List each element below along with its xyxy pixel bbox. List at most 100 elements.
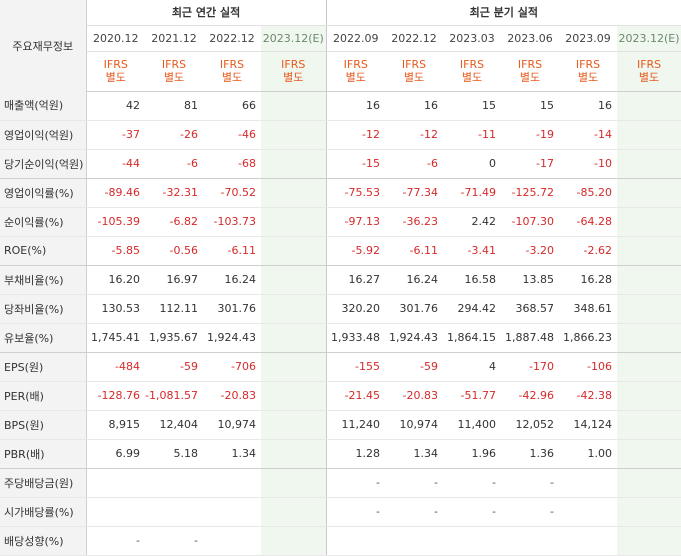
table-cell: 16.28	[559, 265, 618, 295]
standard-line1: IFRS	[575, 58, 601, 71]
quarterly-results-header: 최근 분기 실적	[325, 0, 681, 26]
table-cell: 15	[501, 91, 560, 121]
table-cell	[261, 497, 327, 527]
table-cell: -20.83	[385, 381, 444, 411]
row-label: EPS(원)	[0, 352, 87, 382]
table-cell: -	[385, 497, 444, 527]
table-cell: 16.58	[443, 265, 502, 295]
table-cell	[617, 91, 681, 121]
table-cell: -85.20	[559, 178, 618, 208]
accounting-standard-label: IFRS 별도	[443, 51, 502, 92]
table-cell	[559, 497, 618, 527]
table-cell: -46	[203, 120, 261, 150]
annual-results-header: 최근 연간 실적	[86, 0, 327, 26]
table-row: 당좌비율(%) 130.53 112.11 301.76 320.20 301.76 294…	[0, 294, 681, 324]
table-cell	[261, 236, 327, 266]
table-cell: 4	[443, 352, 502, 382]
table-cell	[617, 410, 681, 440]
table-cell: 1,745.41	[86, 323, 145, 353]
table-cell	[261, 120, 327, 150]
table-cell	[617, 178, 681, 208]
table-cell: -	[443, 468, 502, 498]
table-cell	[617, 294, 681, 324]
table-cell: -17	[501, 149, 560, 179]
standard-line1: IFRS	[281, 58, 306, 71]
table-cell: -	[325, 468, 386, 498]
row-label: 매출액(억원)	[0, 91, 87, 121]
standard-line2: 별도	[461, 71, 483, 84]
table-cell: 16.20	[86, 265, 145, 295]
standard-line1: IFRS	[161, 58, 187, 71]
table-cell	[617, 207, 681, 237]
period-header: 2022.12	[385, 25, 444, 52]
table-cell: -19	[501, 120, 560, 150]
table-cell: 42	[86, 91, 145, 121]
standard-line1: IFRS	[636, 58, 662, 71]
table-cell: -70.52	[203, 178, 261, 208]
accounting-standard-label: IFRS 별도	[261, 51, 327, 92]
table-cell: 1.00	[559, 439, 618, 469]
table-cell: -484	[86, 352, 145, 382]
row-header-label: 주요재무정보	[0, 0, 87, 91]
row-label: 유보율(%)	[0, 323, 87, 353]
table-cell: 6.99	[86, 439, 145, 469]
row-label: PER(배)	[0, 381, 87, 411]
accounting-standard-label: IFRS 별도	[325, 51, 386, 92]
table-cell: 1,935.67	[145, 323, 203, 353]
accounting-standard-label: IFRS 별도	[617, 51, 681, 92]
table-cell	[385, 526, 444, 556]
table-cell: -155	[325, 352, 386, 382]
table-cell	[203, 526, 261, 556]
table-cell: 1.28	[325, 439, 386, 469]
table-cell	[261, 149, 327, 179]
row-label: 순이익률(%)	[0, 207, 87, 237]
table-cell	[261, 352, 327, 382]
table-row: 시가배당률(%) - - - -	[0, 497, 681, 527]
table-cell: -170	[501, 352, 560, 382]
table-cell: -	[501, 468, 560, 498]
accounting-standard-label: IFRS 별도	[501, 51, 560, 92]
table-cell	[617, 439, 681, 469]
table-row: 부채비율(%) 16.20 16.97 16.24 16.27 16.24 16.58 13.…	[0, 265, 681, 295]
table-cell	[261, 410, 327, 440]
row-label: BPS(원)	[0, 410, 87, 440]
standard-line2: 별도	[345, 71, 366, 84]
table-cell: 301.76	[203, 294, 261, 324]
table-cell: -42.96	[501, 381, 560, 411]
standard-line2: 별도	[221, 71, 243, 84]
table-cell: -5.92	[325, 236, 386, 266]
table-cell: -3.20	[501, 236, 560, 266]
table-cell: -21.45	[325, 381, 386, 411]
table-cell	[145, 468, 203, 498]
table-cell	[617, 323, 681, 353]
table-cell: 5.18	[145, 439, 203, 469]
table-cell: -59	[145, 352, 203, 382]
standard-line1: IFRS	[401, 58, 427, 71]
standard-line2: 별도	[519, 71, 541, 84]
table-cell: 1,924.43	[203, 323, 261, 353]
table-cell: -	[385, 468, 444, 498]
table-cell: -5.85	[86, 236, 145, 266]
table-cell: 16	[559, 91, 618, 121]
table-cell: 112.11	[145, 294, 203, 324]
table-row: 배당성향(%) - -	[0, 526, 681, 556]
period-header: 2023.06	[501, 25, 560, 52]
table-cell: 13.85	[501, 265, 560, 295]
period-header: 2023.03	[443, 25, 502, 52]
standard-line2: 별도	[577, 71, 599, 84]
table-cell	[203, 468, 261, 498]
table-cell: -128.76	[86, 381, 145, 411]
table-row: 당기순이익(억원) -44 -6 -68 -15 -6 0 -17 -10	[0, 149, 681, 179]
table-cell	[261, 91, 327, 121]
table-cell: 348.61	[559, 294, 618, 324]
table-cell: -	[325, 497, 386, 527]
standard-line2: 별도	[163, 71, 185, 84]
table-row: PBR(배) 6.99 5.18 1.34 1.28 1.34 1.96 1.36 1.00	[0, 439, 681, 469]
table-cell: -26	[145, 120, 203, 150]
period-header: 2023.12(E)	[617, 25, 681, 52]
table-cell: 66	[203, 91, 261, 121]
table-cell: -107.30	[501, 207, 560, 237]
table-cell: -51.77	[443, 381, 502, 411]
table-cell: 16.27	[325, 265, 386, 295]
